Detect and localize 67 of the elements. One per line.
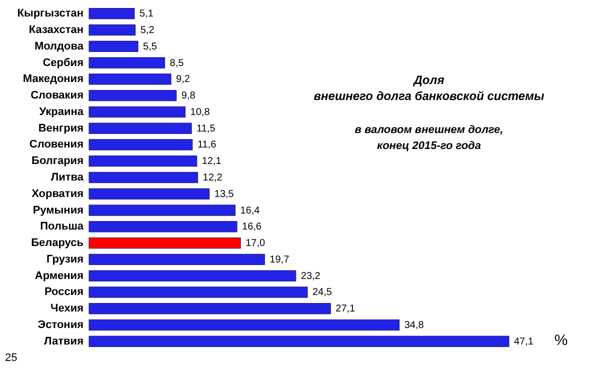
bar [88,303,331,314]
data-label: 24,5 [312,287,332,298]
data-label: 47,1 [514,336,534,348]
bar [88,188,210,200]
bar [88,122,192,134]
data-label: 12,2 [202,172,223,184]
y-tick-label: Молдова [34,40,84,52]
y-tick-label: Россия [44,286,84,298]
y-tick-label: Латвия [44,335,84,348]
y-tick-label: Кыргызстан [17,8,84,20]
y-tick-label: Грузия [46,253,84,266]
bar [88,270,296,282]
data-label: 10,8 [190,106,210,118]
y-tick-label: Чехия [50,302,84,315]
text: Доля внешнего долга банковской системы [314,73,545,103]
y-tick-label: Словакия [30,90,84,102]
bar [88,156,198,167]
bar [88,204,236,216]
data-label: 23,2 [300,270,321,282]
bar [88,106,186,118]
data-label: 5,1 [139,8,154,20]
bar [88,172,198,184]
data-label: 8,5 [170,58,184,69]
data-label: 16,6 [242,222,262,233]
bar [88,74,172,85]
data-label: 9,8 [181,90,196,102]
text: 25 [5,352,18,364]
bar [88,221,238,232]
y-tick-label: Казахстан [28,24,84,36]
bar [88,8,135,20]
data-label: 11,5 [196,123,216,134]
y-tick-label: Украина [39,106,84,118]
data-label: 17,0 [246,238,266,250]
y-tick-label: Литва [50,172,84,184]
data-label: 13,5 [214,188,234,200]
bar [88,286,308,298]
bar [88,237,241,249]
x-axis-title: % [554,332,568,349]
data-label: 12,1 [202,156,222,168]
data-label: 5,2 [140,24,155,36]
y-tick-label: Хорватия [32,188,84,200]
data-label: 34,8 [404,320,424,332]
bar [88,336,510,347]
bar [88,90,177,102]
y-tick-label: Венгрия [38,122,84,134]
data-label: 9,2 [176,74,190,86]
y-tick-label: Армения [34,270,84,282]
bar [88,319,400,331]
bar [88,24,136,36]
data-label: 5,5 [143,41,158,52]
bar [88,57,166,68]
y-tick-label: Македония [22,73,84,86]
bar [88,254,265,266]
data-label: 19,7 [270,254,290,266]
y-tick-label: Болгария [32,155,84,168]
y-tick-label: Словения [29,138,84,151]
y-tick-label: Румыния [32,204,84,216]
data-label: 27,1 [336,304,356,315]
bar [88,139,193,150]
y-tick-label: Беларусь [31,237,84,250]
data-label: 16,4 [240,205,260,216]
y-tick-label: Эстония [38,319,84,332]
y-tick-label: Сербия [42,56,84,69]
bar [88,40,138,52]
data-label: 11,6 [197,140,217,151]
y-tick-label: Польша [40,220,84,233]
text: в валовом внешнем долге, конец 2015-го года [354,124,504,152]
